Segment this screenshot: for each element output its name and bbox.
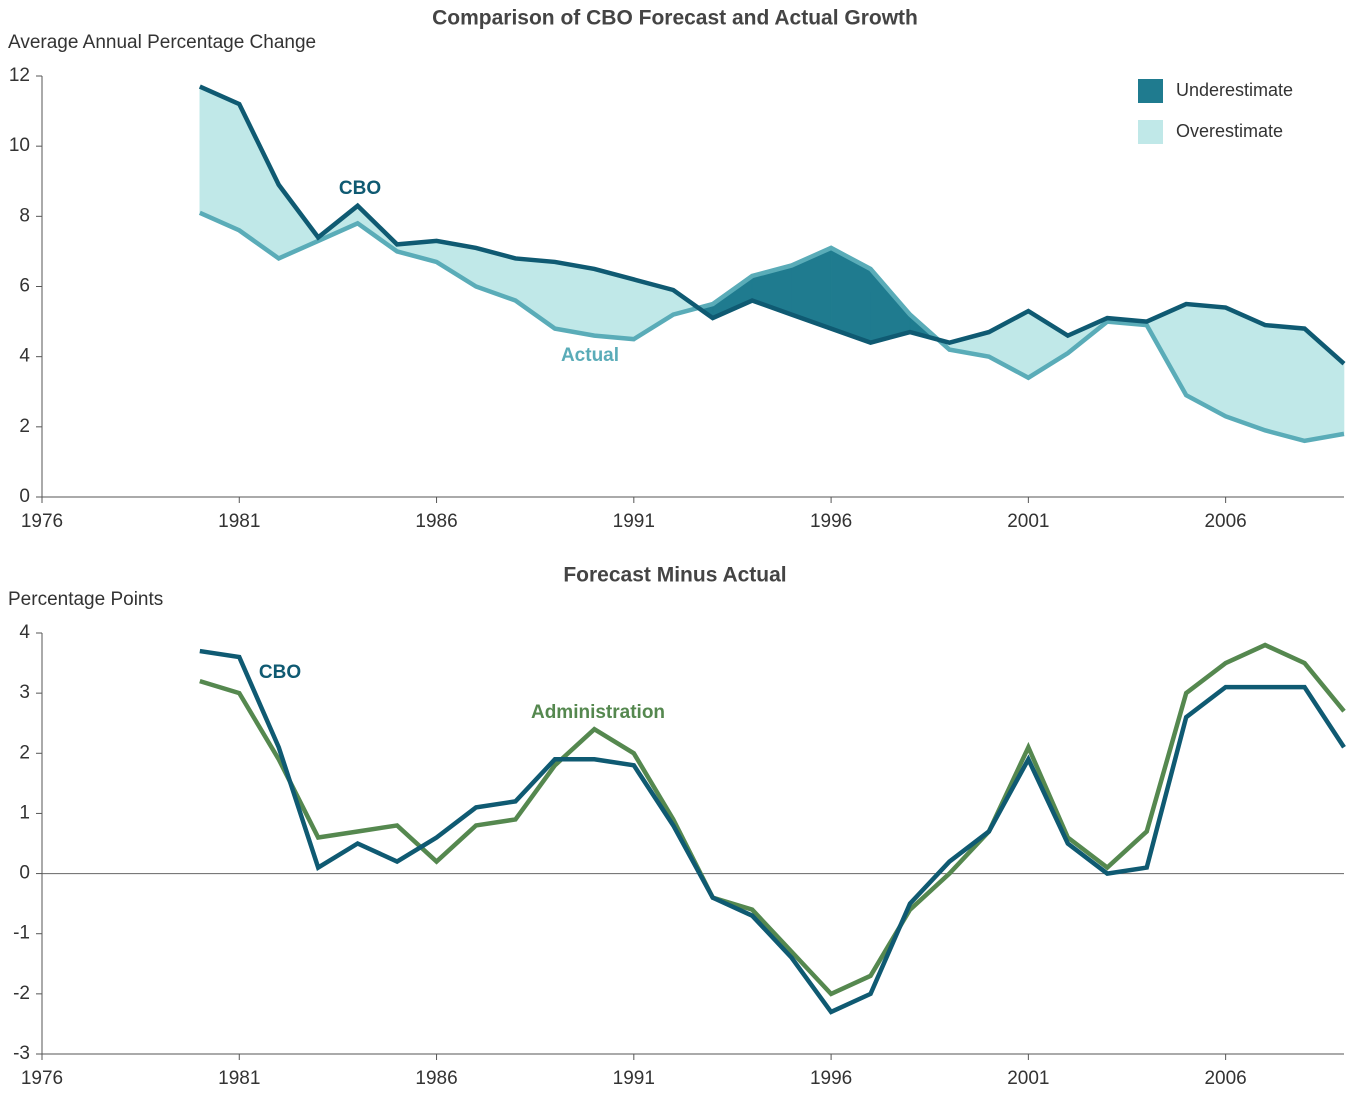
series-label: Administration (531, 702, 665, 723)
x-tick-label: 1996 (810, 1068, 852, 1089)
legend-label: Underestimate (1176, 80, 1293, 100)
y-tick-label: 8 (19, 205, 30, 226)
chart-title: Forecast Minus Actual (563, 564, 786, 587)
y-axis-label: Percentage Points (8, 589, 163, 610)
series-line (199, 642, 1346, 997)
x-tick-label: 1986 (415, 1068, 457, 1089)
y-tick-label: 0 (19, 863, 30, 884)
y-axis-label: Average Annual Percentage Change (8, 32, 316, 53)
legend-swatch (1138, 120, 1163, 144)
overestimate-area (199, 86, 240, 231)
y-tick-label: -1 (13, 923, 30, 944)
y-tick-label: 3 (19, 682, 30, 703)
x-tick-label: 1991 (613, 1068, 655, 1089)
legend-swatch (1138, 79, 1163, 103)
y-tick-label: 0 (19, 486, 30, 507)
overestimate-area (1225, 307, 1266, 431)
y-tick-label: 10 (9, 135, 30, 156)
x-tick-label: 1996 (810, 511, 852, 532)
series-line (198, 210, 1345, 444)
x-tick-label: 2006 (1204, 511, 1246, 532)
series-label: CBO (259, 662, 301, 683)
legend-label: Overestimate (1176, 121, 1283, 141)
x-tick-label: 1981 (218, 1068, 260, 1089)
x-tick-label: 1976 (21, 1068, 63, 1089)
y-tick-label: -3 (13, 1043, 30, 1064)
x-tick-label: 1986 (415, 511, 457, 532)
series-line (199, 648, 1346, 1015)
overestimate-area (554, 261, 595, 336)
x-tick-label: 1981 (218, 511, 260, 532)
x-tick-label: 2001 (1007, 1068, 1049, 1089)
y-tick-label: 4 (19, 622, 30, 643)
y-tick-label: 2 (19, 742, 30, 763)
y-tick-label: 1 (19, 802, 30, 823)
x-tick-label: 2006 (1204, 1068, 1246, 1089)
x-tick-label: 1991 (613, 511, 655, 532)
x-tick-label: 1976 (21, 511, 63, 532)
chart-title: Comparison of CBO Forecast and Actual Gr… (432, 7, 918, 30)
series-label: Actual (561, 345, 619, 366)
y-tick-label: 2 (19, 416, 30, 437)
y-tick-label: 12 (9, 65, 30, 86)
y-tick-label: 6 (19, 276, 30, 297)
x-tick-label: 2001 (1007, 511, 1049, 532)
y-tick-label: 4 (19, 346, 30, 367)
y-tick-label: -2 (13, 983, 30, 1004)
series-label: CBO (339, 178, 381, 199)
series-line (198, 84, 1346, 366)
overestimate-area (1264, 324, 1305, 442)
overestimate-area (515, 258, 556, 330)
